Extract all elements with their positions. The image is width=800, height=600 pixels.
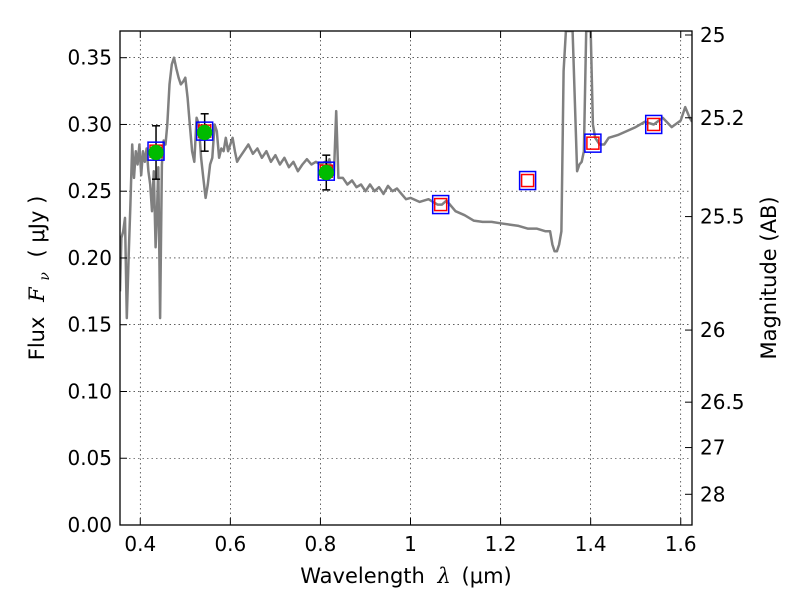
plot-frame <box>119 30 693 526</box>
y-axis-label-subscript: ν <box>37 272 53 281</box>
y-tick-label: 0.15 <box>67 313 112 337</box>
y2-tick-label: 26.5 <box>700 390 745 414</box>
x-tick-label: 0.8 <box>305 532 337 556</box>
model-photometry-marker <box>646 117 661 132</box>
y-tick-label: 0.10 <box>67 379 112 403</box>
x-tick-label: 0.4 <box>124 532 156 556</box>
y-tick-label: 0.00 <box>67 513 112 537</box>
synthetic-photometry-marker <box>431 194 450 215</box>
x-tick-label: 1.4 <box>575 532 607 556</box>
y2-tick-label: 25.2 <box>700 106 745 130</box>
x-axis-label-prefix: Wavelength <box>300 564 425 588</box>
y-tick-label: 0.20 <box>67 246 112 270</box>
x-tick-label: 0.6 <box>214 532 246 556</box>
synthetic-photometry-marker <box>518 170 537 191</box>
y-axis-label-symbol: F <box>25 286 49 303</box>
y-tick-label: 0.35 <box>67 46 112 70</box>
y-axis-label: Flux F ν ( μJy ) <box>25 196 54 361</box>
synthetic-photometry-marker <box>644 114 663 135</box>
model-photometry-marker <box>433 197 448 212</box>
y-axis-label-prefix: Flux <box>25 317 49 361</box>
plot-area <box>120 31 692 320</box>
y2-axis-label: Magnitude (AB) <box>757 196 781 359</box>
x-axis-label-unit: (μm) <box>462 564 512 588</box>
x-tick-label: 1 <box>404 532 417 556</box>
y2-tick-label: 25.5 <box>700 205 745 229</box>
y2-tick-label: 25 <box>700 23 725 47</box>
observed-point <box>318 164 335 181</box>
synthetic-photometry-marker <box>584 133 602 153</box>
grid <box>120 31 692 526</box>
y2-tick-label: 27 <box>700 436 725 460</box>
spectrum-line <box>120 31 692 320</box>
y2-tick-label: 26 <box>700 318 725 342</box>
x-tick-label: 1.6 <box>665 532 697 556</box>
y2-tick-label: 28 <box>700 482 725 506</box>
y-tick-label: 0.05 <box>67 446 112 470</box>
y-tick-label: 0.25 <box>67 179 112 203</box>
model-photometry-marker <box>520 173 535 188</box>
x-tick-label: 1.2 <box>485 532 517 556</box>
model-photometry-marker <box>586 136 600 150</box>
x-axis-label-symbol: λ <box>437 564 451 588</box>
y-tick-label: 0.30 <box>67 112 112 136</box>
x-axis-label: Wavelength λ (μm) <box>300 564 511 588</box>
observed-point <box>196 124 213 141</box>
markers <box>147 113 663 215</box>
observed-point <box>148 144 164 161</box>
axis-ticks: 0.4 0.6 0.8 1 1.2 1.4 1.6 0.00 0.05 0.10 0.15 0.20 0… <box>67 23 744 556</box>
y-axis-label-unit: ( μJy ) <box>25 196 49 258</box>
